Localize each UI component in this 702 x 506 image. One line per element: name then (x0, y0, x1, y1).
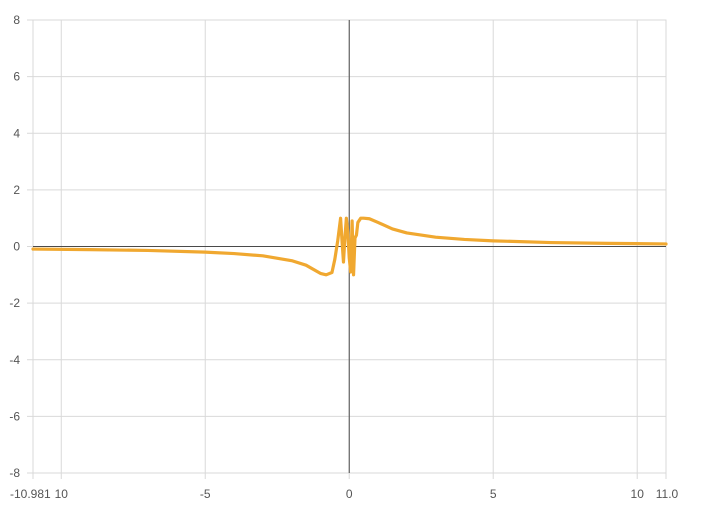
y-tick-label: 0 (13, 240, 20, 254)
x-tick-label: 5 (490, 487, 497, 501)
y-tick-label: 8 (13, 13, 20, 27)
tick-labels: 10 -5 0 5 10 -10.981 11.0 -8 -6 -4 -2 0 2 4 6 8 (9, 13, 678, 501)
y-tick-label: 6 (13, 70, 20, 84)
x-tick-label: 10 (55, 487, 69, 501)
y-tick-label: -4 (9, 353, 20, 367)
series-line (31, 216, 668, 277)
x-max-label: 11.0 (656, 487, 679, 501)
y-tick-label: -2 (9, 296, 20, 310)
y-tick-label: 2 (13, 183, 20, 197)
y-tick-label: 4 (13, 126, 20, 140)
x-tick-label: -5 (200, 487, 211, 501)
y-tick-label: -8 (9, 466, 20, 480)
x-tick-label: 10 (631, 487, 645, 501)
x-min-label: -10.981 (10, 487, 51, 501)
y-tick-label: -6 (9, 409, 20, 423)
x-tick-label: 0 (346, 487, 353, 501)
